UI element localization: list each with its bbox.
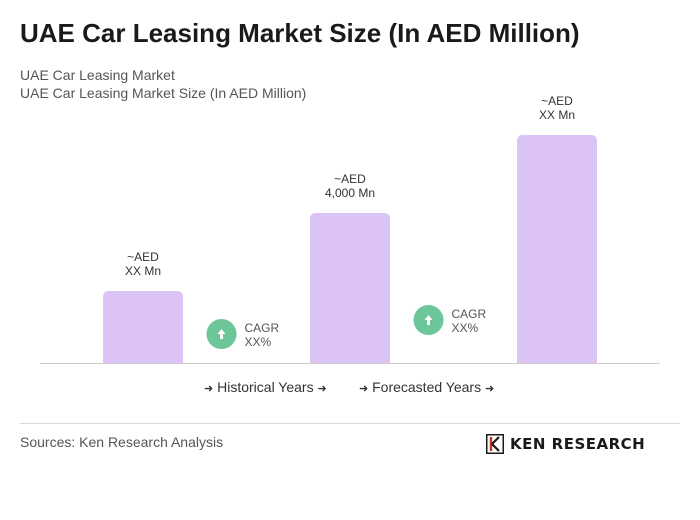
arrow-up-icon — [217, 329, 226, 339]
bar-value-label: 4,000 Mn — [325, 186, 375, 200]
chart-title: UAE Car Leasing Market Size (In AED Mill… — [20, 18, 580, 48]
legend-historical-label: Historical Years — [217, 379, 314, 395]
legend-historical: ➜ Historical Years ➜ — [204, 379, 327, 395]
bar — [103, 291, 183, 363]
arrow-right-icon: ➜ — [317, 383, 327, 395]
bar-value-label: ~AED — [541, 94, 573, 108]
bar-value-label: XX Mn — [125, 264, 161, 278]
sources-note: Sources: Ken Research Analysis — [20, 434, 224, 450]
ken-research-logo-icon — [486, 434, 504, 454]
cagr-value: XX% — [452, 321, 479, 335]
ken-research-logo: KEN RESEARCH — [486, 433, 645, 455]
arrow-right-icon: ➜ — [484, 383, 495, 395]
footer-divider — [20, 423, 680, 424]
ken-research-logo-text: KEN RESEARCH — [510, 435, 646, 453]
bar-value-label: ~AED — [334, 172, 366, 186]
cagr-label: CAGR — [452, 307, 487, 321]
chart-subtitle-market: UAE Car Leasing Market — [20, 67, 175, 83]
chart-subtitle-size: UAE Car Leasing Market Size (In AED Mill… — [20, 85, 307, 101]
arrow-right-icon: ➜ — [359, 383, 369, 395]
arrow-up-icon — [424, 315, 433, 325]
cagr-label: CAGR — [245, 321, 280, 335]
arrow-right-icon: ➜ — [204, 383, 214, 395]
bar-value-label: ~AED — [127, 250, 159, 264]
bar — [517, 135, 597, 363]
cagr-value: XX% — [245, 335, 272, 349]
bar — [310, 213, 390, 363]
legend-forecasted-label: Forecasted Years — [372, 379, 482, 395]
bar-value-label: XX Mn — [539, 108, 575, 122]
legend-forecasted: ➜ Forecasted Years ➜ — [359, 379, 494, 395]
